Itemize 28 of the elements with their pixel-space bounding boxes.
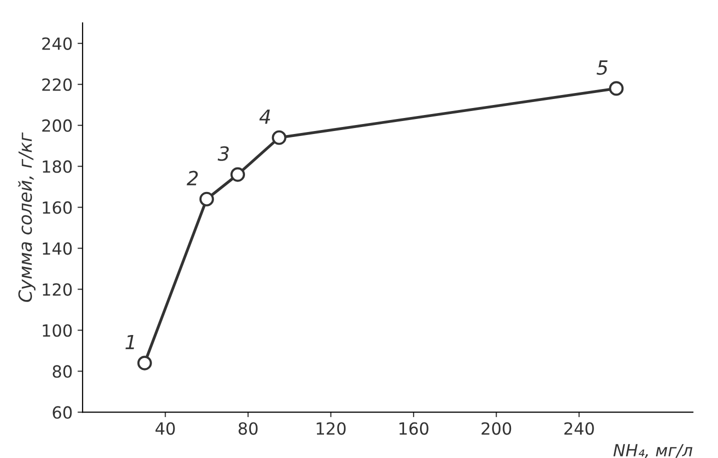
y-tick-label: 120 [42,283,72,296]
annotation: 3 [218,146,229,161]
y-tick-label: 140 [42,242,72,255]
y-tick-label: 80 [52,365,72,378]
y-tick-label: 200 [42,119,72,132]
point [199,192,214,206]
point [230,167,246,182]
y-tick-label: 180 [42,160,72,173]
point [272,130,286,145]
y-axis-title: Сумма солей, г/кг [18,132,36,302]
x-tick-label: 200 [482,422,512,435]
x-tick-label: 120 [316,422,346,435]
point [137,356,152,370]
y-tick-label: 60 [52,406,72,419]
x-tick-label: 240 [564,422,594,435]
annotation: 1 [126,334,134,350]
y-tick-label: 220 [42,78,72,91]
y-tick-label: 240 [42,37,72,50]
point [609,81,624,96]
annotation: 4 [259,110,270,124]
x-tick-label: 80 [238,422,258,435]
x-axis-title: NH₄, мг/л [613,444,692,458]
annotation: 2 [186,170,198,186]
annotation: 5 [596,60,608,75]
x-tick-label: 160 [400,422,428,435]
x-tick-label: 40 [156,422,175,435]
y-tick-label: 160 [42,201,72,214]
y-tick-label: 100 [42,324,72,337]
